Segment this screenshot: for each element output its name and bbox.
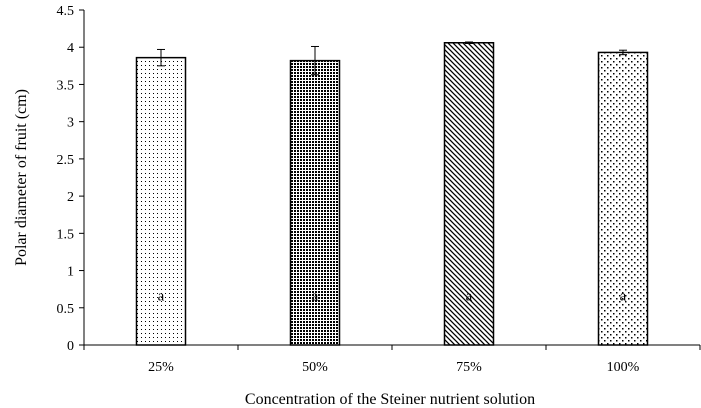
x-tick-label-2: 50% [302, 360, 328, 375]
axes-layer [79, 9, 701, 350]
x-tick-label-3: 75% [456, 360, 482, 375]
y-tick-label-3: 1 [67, 265, 74, 280]
significance-letter-4: a [620, 288, 627, 304]
bar-1 [135, 56, 187, 346]
y-tick-label-2: 0.5 [57, 302, 75, 317]
y-axis-title: Polar diameter of fruit (cm) [13, 89, 30, 266]
labels-layer: a 25% a 50% a 75% a 100% 0 0.5 1 1.5 2 2.5 3 3.5 4 4.5 [57, 4, 640, 375]
y-tick-label-8: 3.5 [57, 78, 75, 93]
x-tick-label-1: 25% [148, 360, 174, 375]
error-bar-2 [311, 45, 319, 76]
bars-layer [135, 41, 649, 346]
error-bar-3 [465, 41, 473, 44]
y-tick-label-4: 1.5 [57, 227, 75, 242]
y-tick-label-9: 4 [67, 41, 74, 56]
y-tick-label-6: 2.5 [57, 153, 75, 168]
bar-3 [443, 42, 495, 346]
error-bar-1 [157, 48, 165, 67]
y-tick-label-1: 0 [67, 339, 74, 354]
error-bar-4 [619, 49, 627, 56]
y-tick-label-10: 4.5 [57, 4, 75, 19]
x-tick-label-4: 100% [607, 360, 640, 375]
y-tick-label-7: 3 [67, 116, 74, 131]
significance-letter-2: a [312, 288, 319, 304]
significance-letter-3: a [466, 288, 473, 304]
significance-letter-1: a [158, 288, 165, 304]
y-tick-label-5: 2 [67, 190, 74, 205]
x-axis-title: Concentration of the Steiner nutrient so… [245, 391, 535, 408]
